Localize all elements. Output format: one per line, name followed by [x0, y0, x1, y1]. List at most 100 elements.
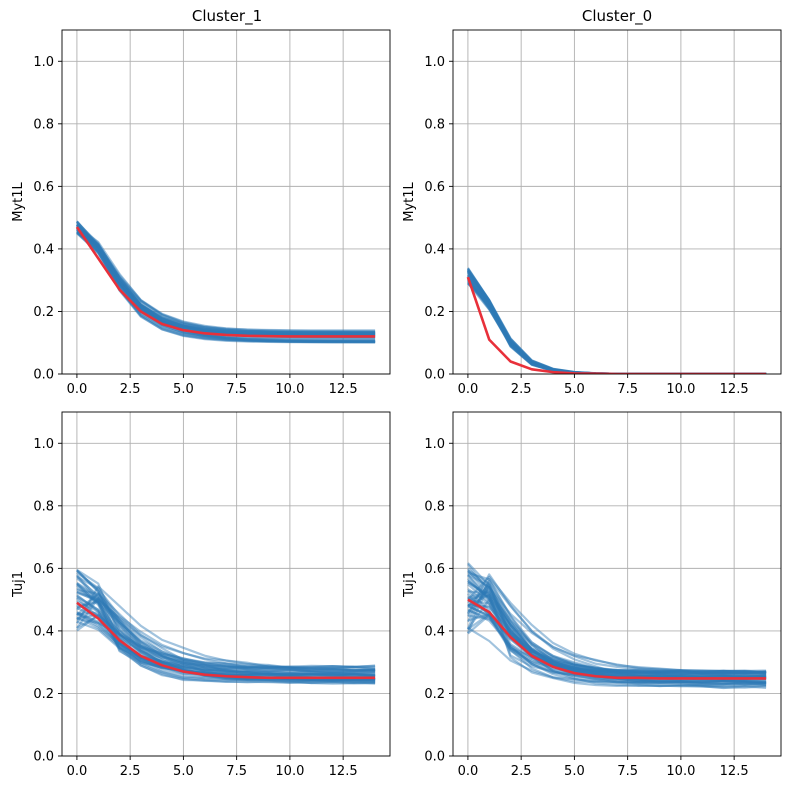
sample-series-line	[467, 605, 767, 677]
sample-series-line	[467, 571, 767, 675]
sample-series-line	[76, 227, 376, 332]
sample-series-line	[76, 569, 376, 682]
sample-series-line	[76, 577, 376, 678]
sample-series-line	[76, 591, 376, 671]
sample-series-line	[467, 603, 767, 675]
subplot-cluster1-tuj1: 0.0 2.5 5.0 7.5 10.0 12.5 0.0 0.2 0.4 0.6 0.8 1.0	[33, 411, 391, 779]
x-tick-label: 12.5	[329, 764, 358, 779]
y-tick-label: 0.0	[33, 750, 54, 765]
sample-series-line	[467, 605, 767, 679]
x-tick-label: 7.5	[226, 764, 247, 779]
y-tick-label: 0.6	[424, 562, 445, 577]
sample-series-line	[76, 571, 376, 683]
sample-series-line	[75, 585, 376, 672]
x-tick-label: 2.5	[511, 764, 532, 779]
x-tick-label: 7.5	[226, 382, 247, 397]
sample-series-line	[76, 227, 376, 337]
sample-series-line	[467, 575, 767, 676]
sample-series-line	[466, 579, 767, 680]
sample-series-line	[76, 228, 376, 335]
sample-series-line	[76, 225, 376, 337]
sample-series-line	[467, 609, 767, 686]
sample-series-line	[76, 590, 376, 669]
grid	[62, 30, 390, 375]
x-tick-label: 5.0	[564, 764, 585, 779]
y-tick-label: 0.8	[33, 117, 54, 132]
sample-series-line	[76, 231, 376, 336]
axes-frame	[61, 29, 391, 375]
x-tick-label: 0.0	[67, 764, 88, 779]
x-tick-label: 10.0	[275, 382, 304, 397]
x-tick-label: 0.0	[458, 764, 479, 779]
mean-series-line	[466, 276, 767, 374]
y-tick-label: 1.0	[424, 55, 445, 70]
sample-series-line	[76, 226, 376, 341]
sample-series-line	[467, 604, 767, 684]
subplot-cluster0-tuj1: 0.0 2.5 5.0 7.5 10.0 12.5 0.0 0.2 0.4 0.6 0.8 1.0	[424, 411, 782, 779]
sample-series-line	[76, 594, 376, 677]
sample-series-line	[467, 626, 767, 685]
sample-series-line	[467, 590, 767, 675]
y-tick-label: 0.0	[424, 368, 445, 383]
sample-series-line	[76, 223, 376, 336]
sample-series-line	[76, 224, 376, 343]
sample-series-line	[467, 583, 767, 684]
y-tick-label: 0.4	[424, 624, 445, 639]
sample-series-line	[76, 223, 376, 335]
sample-series-line	[76, 600, 376, 676]
ylabel-cluster1-myt1l: Myt1L	[11, 181, 26, 221]
subplot-title-cluster1: Cluster_1	[192, 7, 262, 26]
sample-series-line	[76, 603, 376, 684]
x-tick-label: 10.0	[275, 764, 304, 779]
sample-series-line	[467, 593, 767, 687]
sample-series-line	[76, 606, 376, 684]
x-tick-label: 0.0	[67, 382, 88, 397]
subplot-cluster0-myt1l: 0.0 2.5 5.0 7.5 10.0 12.5 0.0 0.2 0.4 0.6 0.8 1.0	[424, 29, 782, 397]
sample-series-line	[467, 573, 767, 673]
series-group	[75, 220, 376, 344]
y-tick-label: 1.0	[424, 437, 445, 452]
sample-series-line	[76, 612, 376, 674]
ylabel-cluster1-tuj1: Tuj1	[11, 571, 26, 598]
sample-series-line	[76, 231, 376, 343]
axes-frame	[452, 411, 782, 757]
sample-series-line	[76, 226, 376, 343]
subplot-title-cluster0: Cluster_0	[582, 7, 652, 26]
y-tick-label: 0.6	[33, 562, 54, 577]
x-tick-label: 7.5	[617, 382, 638, 397]
y-tick-label: 0.8	[33, 499, 54, 514]
series-group	[466, 562, 767, 690]
sample-series-line	[76, 231, 376, 337]
sample-series-line	[76, 223, 376, 341]
axes-frame	[61, 411, 391, 757]
x-tick-label: 5.0	[173, 382, 194, 397]
x-tick-label: 10.0	[666, 382, 695, 397]
y-tick-label: 0.8	[424, 499, 445, 514]
y-tick-label: 0.0	[33, 368, 54, 383]
y-tick-label: 0.2	[33, 687, 54, 702]
sample-series-line	[76, 228, 376, 336]
sample-series-line	[467, 603, 767, 674]
sample-series-line	[76, 613, 376, 675]
sample-series-line	[466, 577, 767, 684]
mean-series-line	[75, 226, 376, 338]
sample-series-line	[76, 224, 376, 343]
sample-series-line	[76, 583, 376, 676]
y-tick-label: 0.6	[424, 180, 445, 195]
sample-series-line	[76, 596, 376, 674]
x-tick-label: 2.5	[120, 764, 141, 779]
sample-series-line	[76, 224, 376, 333]
x-tick-label: 5.0	[173, 764, 194, 779]
x-tick-label: 12.5	[720, 382, 749, 397]
sample-series-line	[467, 562, 767, 676]
sample-series-line	[76, 582, 376, 682]
y-tick-label: 0.2	[33, 305, 54, 320]
sample-series-line	[467, 574, 767, 674]
sample-series-line	[76, 592, 376, 678]
sample-series-line	[76, 224, 376, 334]
sample-series-line	[76, 226, 376, 334]
sample-series-line	[76, 582, 376, 677]
sample-series-line	[466, 573, 767, 673]
